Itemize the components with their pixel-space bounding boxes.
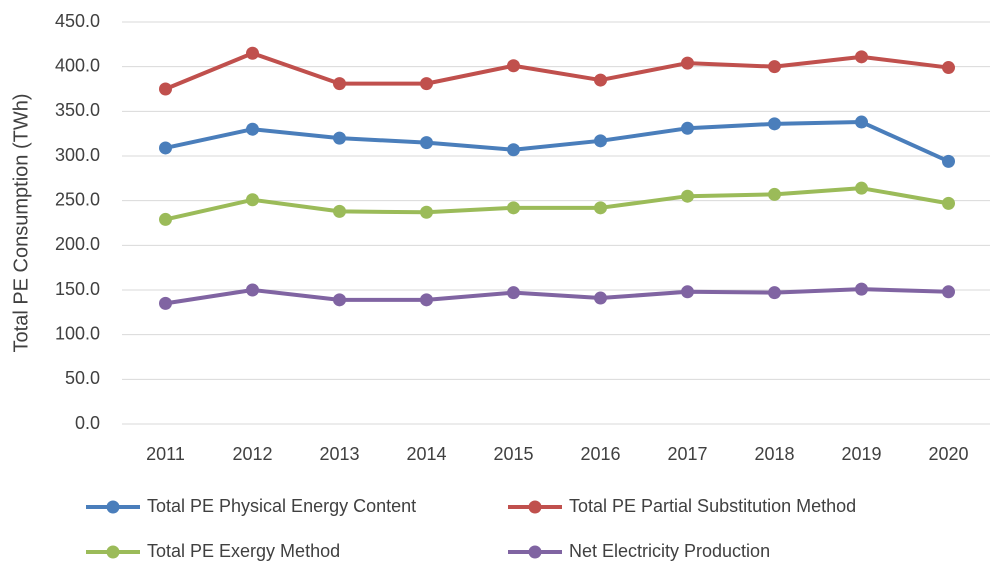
- data-point: [855, 115, 868, 129]
- data-point: [855, 50, 868, 64]
- y-tick-label: 450.0: [55, 11, 100, 31]
- data-point: [333, 293, 346, 307]
- data-point: [942, 196, 955, 210]
- data-point: [594, 73, 607, 87]
- x-tick-label: 2012: [232, 444, 272, 464]
- legend-label: Total PE Physical Energy Content: [147, 496, 416, 516]
- legend-marker: [106, 500, 120, 514]
- data-point: [768, 117, 781, 131]
- data-point: [420, 205, 433, 219]
- y-tick-label: 250.0: [55, 189, 100, 209]
- data-point: [507, 59, 520, 73]
- data-point: [507, 143, 520, 157]
- data-point: [246, 122, 259, 136]
- data-point: [159, 82, 172, 96]
- data-point: [420, 77, 433, 91]
- data-point: [855, 181, 868, 195]
- x-tick-label: 2019: [841, 444, 881, 464]
- y-tick-label: 100.0: [55, 323, 100, 343]
- data-point: [159, 212, 172, 226]
- legend-marker: [528, 545, 542, 559]
- x-tick-label: 2016: [580, 444, 620, 464]
- data-point: [942, 154, 955, 168]
- series-line: [165, 120, 950, 164]
- y-tick-label: 200.0: [55, 234, 100, 254]
- data-point: [246, 193, 259, 207]
- y-tick-label: 150.0: [55, 279, 100, 299]
- y-tick-label: 400.0: [55, 55, 100, 75]
- y-tick-label: 50.0: [65, 368, 100, 388]
- data-point: [768, 187, 781, 201]
- y-tick-label: 0.0: [75, 413, 100, 433]
- data-point: [594, 291, 607, 305]
- legend-marker: [528, 500, 542, 514]
- series-line: [165, 287, 949, 306]
- legend-marker: [106, 545, 120, 559]
- data-point: [942, 61, 955, 75]
- y-tick-label: 300.0: [55, 145, 100, 165]
- data-point: [594, 134, 607, 148]
- x-tick-label: 2020: [928, 444, 968, 464]
- data-point: [246, 283, 259, 297]
- legend-label: Net Electricity Production: [569, 541, 770, 561]
- x-tick-label: 2017: [667, 444, 707, 464]
- x-tick-label: 2011: [146, 444, 185, 464]
- x-tick-label: 2013: [319, 444, 359, 464]
- data-point: [681, 56, 694, 70]
- legend-label: Total PE Exergy Method: [147, 541, 340, 561]
- legend-label: Total PE Partial Substitution Method: [569, 496, 856, 516]
- y-tick-label: 350.0: [55, 100, 100, 120]
- data-point: [507, 286, 520, 300]
- data-point: [333, 131, 346, 145]
- data-point: [768, 286, 781, 300]
- data-point: [681, 121, 694, 135]
- data-point: [768, 60, 781, 74]
- data-point: [246, 46, 259, 60]
- data-point: [942, 285, 955, 299]
- data-point: [159, 141, 172, 155]
- x-tick-label: 2015: [493, 444, 533, 464]
- data-point: [855, 282, 868, 296]
- data-point: [681, 285, 694, 299]
- data-point: [594, 201, 607, 215]
- data-point: [333, 77, 346, 91]
- series-line: [165, 186, 949, 222]
- series-line: [164, 51, 949, 91]
- y-axis-label: Total PE Consumption (TWh): [10, 94, 32, 353]
- data-point: [159, 296, 172, 310]
- x-tick-label: 2018: [754, 444, 794, 464]
- data-point: [333, 204, 346, 218]
- data-point: [420, 293, 433, 307]
- data-point: [507, 201, 520, 215]
- x-tick-label: 2014: [406, 444, 446, 464]
- data-point: [420, 136, 433, 150]
- data-point: [681, 189, 694, 203]
